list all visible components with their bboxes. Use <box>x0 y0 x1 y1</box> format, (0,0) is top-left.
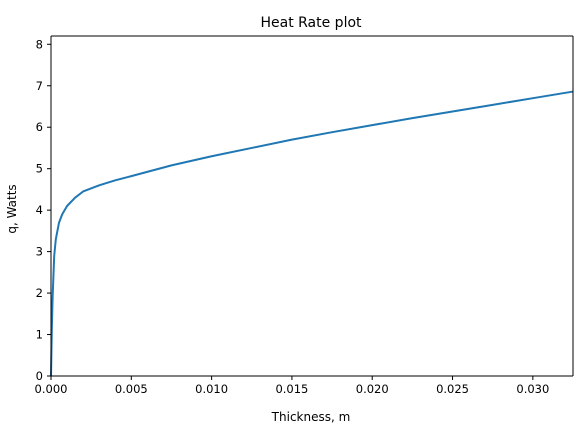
x-tick-label-4: 0.020 <box>356 382 389 396</box>
y-axis-label: q, Watts <box>5 184 19 233</box>
y-tick-label-7: 7 <box>36 79 43 93</box>
x-tick-label-0: 0.000 <box>35 382 68 396</box>
y-tick-label-8: 8 <box>36 37 43 51</box>
x-axis-label: Thickness, m <box>271 410 351 424</box>
y-tick-label-4: 4 <box>36 203 43 217</box>
series-line-0 <box>51 92 573 376</box>
y-tick-label-3: 3 <box>36 245 43 259</box>
y-tick-label-0: 0 <box>36 369 43 383</box>
x-tick-label-5: 0.025 <box>436 382 469 396</box>
y-tick-label-6: 6 <box>36 120 43 134</box>
y-tick-label-1: 1 <box>36 328 43 342</box>
x-tick-label-1: 0.005 <box>115 382 148 396</box>
x-tick-label-3: 0.015 <box>275 382 308 396</box>
plot-area: 0.000 0.005 0.010 0.015 0.020 0.025 0.030 0 1 2 3 4… <box>35 36 573 396</box>
y-tick-label-5: 5 <box>36 162 43 176</box>
y-tick-label-2: 2 <box>36 286 43 300</box>
chart-title: Heat Rate plot <box>260 15 362 31</box>
x-tick-label-6: 0.030 <box>516 382 549 396</box>
x-tick-label-2: 0.010 <box>195 382 228 396</box>
